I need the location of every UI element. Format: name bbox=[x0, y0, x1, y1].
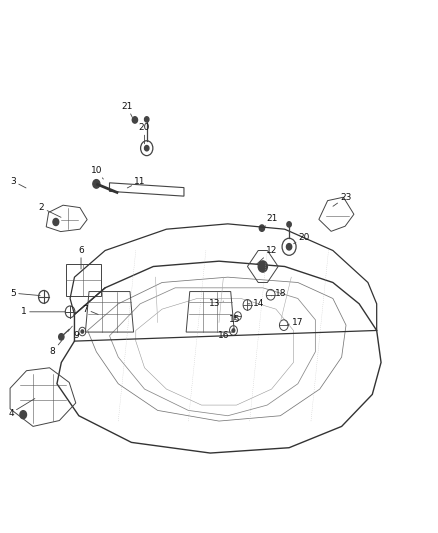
Circle shape bbox=[20, 410, 27, 419]
Circle shape bbox=[59, 334, 64, 340]
Circle shape bbox=[286, 244, 292, 250]
Circle shape bbox=[93, 180, 100, 188]
Circle shape bbox=[145, 146, 149, 151]
Text: 17: 17 bbox=[287, 318, 304, 327]
Text: 21: 21 bbox=[121, 102, 133, 117]
Text: 20: 20 bbox=[293, 233, 310, 244]
Text: 15: 15 bbox=[229, 316, 240, 324]
Text: 5: 5 bbox=[10, 289, 40, 297]
Circle shape bbox=[53, 219, 59, 225]
Circle shape bbox=[232, 329, 235, 332]
Circle shape bbox=[145, 117, 149, 122]
Text: 20: 20 bbox=[139, 124, 150, 144]
Circle shape bbox=[259, 225, 265, 231]
Circle shape bbox=[81, 330, 84, 333]
Circle shape bbox=[132, 117, 138, 123]
Text: 16: 16 bbox=[218, 330, 232, 340]
Text: 2: 2 bbox=[39, 204, 61, 217]
Text: 21: 21 bbox=[265, 214, 277, 227]
Text: 1: 1 bbox=[21, 308, 65, 316]
Text: 23: 23 bbox=[333, 193, 352, 206]
Text: 12: 12 bbox=[256, 246, 277, 264]
Circle shape bbox=[287, 222, 291, 227]
Circle shape bbox=[258, 261, 267, 272]
Text: 4: 4 bbox=[8, 399, 35, 417]
Text: 10: 10 bbox=[91, 166, 103, 179]
Text: 11: 11 bbox=[127, 177, 146, 188]
Text: 3: 3 bbox=[10, 177, 26, 188]
Text: 7: 7 bbox=[82, 305, 98, 314]
Text: 9: 9 bbox=[74, 332, 80, 340]
Text: 13: 13 bbox=[209, 300, 223, 308]
Text: 6: 6 bbox=[78, 246, 84, 269]
Text: 14: 14 bbox=[247, 300, 264, 308]
Text: 8: 8 bbox=[49, 341, 62, 356]
Text: 18: 18 bbox=[272, 289, 286, 297]
